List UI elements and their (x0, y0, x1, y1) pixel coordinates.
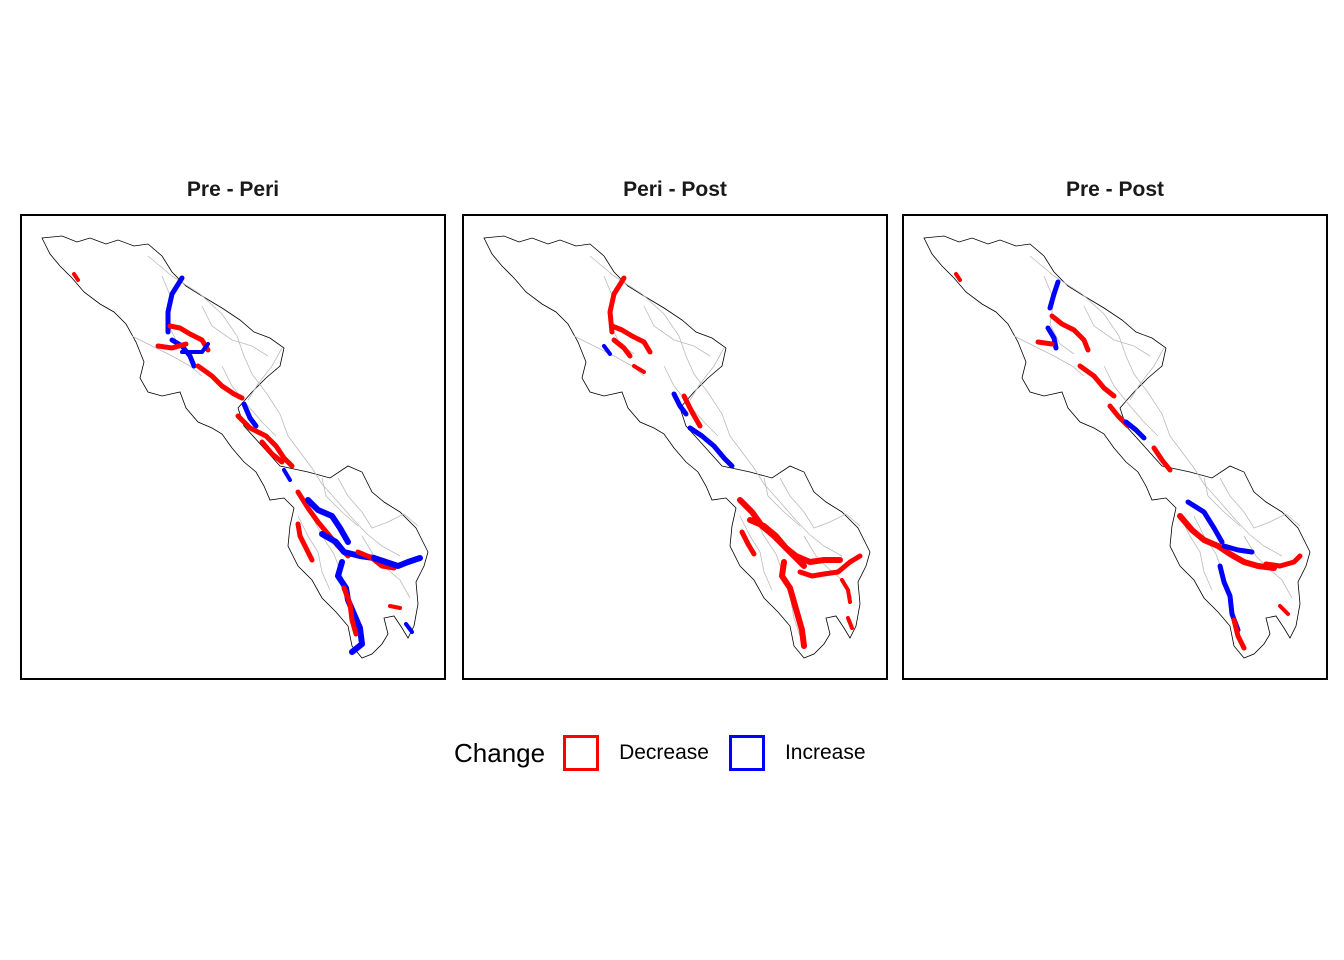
decrease-segment (797, 553, 863, 579)
decrease-segment (388, 604, 402, 610)
river-line (643, 305, 711, 357)
river-line (131, 335, 203, 377)
increase-segment (282, 468, 292, 482)
decrease-segment (1035, 339, 1055, 347)
decrease-segment (155, 341, 189, 351)
decrease-segment (609, 323, 653, 355)
legend-key-decrease (563, 735, 600, 771)
increase-segment (371, 555, 423, 569)
decrease-segment (1049, 313, 1091, 353)
panel-title-pre-post: Pre - Post (1065, 178, 1165, 201)
increase-segment (602, 344, 612, 356)
river-line (1203, 477, 1241, 527)
decrease-segment (1231, 617, 1247, 651)
increase-segment (241, 401, 259, 429)
river-line (1103, 365, 1159, 437)
decrease-segment (954, 272, 962, 282)
river-line (589, 255, 843, 557)
legend-label-increase: Increase (784, 741, 866, 764)
increase-segment (305, 497, 351, 545)
map-peri-post (483, 235, 871, 659)
decrease-segment (846, 616, 854, 630)
increase-segment (180, 342, 210, 354)
decrease-segment (167, 323, 211, 353)
map-panel-pre-peri (20, 214, 446, 680)
decrease-segment (747, 517, 843, 565)
river-line (1129, 347, 1165, 401)
river-line (337, 477, 419, 529)
decrease-segment (739, 529, 757, 557)
decrease-segment (259, 439, 285, 465)
map-panel-pre-post (902, 214, 1328, 680)
river-line (321, 477, 359, 527)
river-line (1083, 305, 1151, 357)
river-line (1013, 335, 1085, 377)
river-line (201, 305, 269, 357)
increase-segment (1123, 419, 1147, 441)
increase-segment (1045, 325, 1059, 351)
river-line (1043, 275, 1075, 355)
panel-title-peri-post: Peri - Post (623, 178, 727, 201)
legend-key-increase (728, 735, 765, 771)
decrease-segment (1077, 363, 1117, 399)
increase-segment (1221, 543, 1255, 555)
decrease-segment (1177, 513, 1277, 571)
river-line (689, 347, 725, 401)
panel-title-pre-peri: Pre - Peri (186, 178, 280, 201)
decrease-segment (611, 337, 633, 359)
decrease-segment (235, 413, 295, 469)
river-line (1219, 477, 1301, 529)
river-line (779, 477, 861, 529)
river-line (147, 255, 401, 557)
basin-boundary (483, 235, 871, 659)
river-line (1029, 255, 1283, 557)
river-line (739, 515, 773, 591)
legend-title: Change (454, 737, 546, 768)
decrease-segment (1263, 553, 1303, 569)
decrease-segment (1151, 445, 1173, 473)
decrease-segment (195, 363, 245, 401)
legend-label-decrease: Decrease (619, 741, 709, 764)
increase-segment (687, 425, 735, 469)
increase-segment (1047, 279, 1061, 311)
decrease-segment (681, 393, 703, 429)
decrease-segment (607, 275, 627, 335)
river-line (221, 365, 277, 437)
legend: Change Decrease Increase (454, 730, 886, 776)
increase-segment (404, 622, 414, 634)
decrease-segment (779, 559, 807, 649)
basin-boundary (41, 235, 429, 659)
map-pre-peri (41, 235, 429, 659)
decrease-segment (295, 521, 315, 563)
map-pre-post (923, 235, 1311, 659)
river-line (247, 347, 283, 401)
river-line (297, 515, 331, 591)
increase-segment (671, 391, 689, 417)
decrease-segment (341, 585, 359, 637)
decrease-segment (632, 364, 646, 374)
decrease-segment (840, 578, 852, 604)
decrease-segment (1278, 604, 1290, 616)
river-line (1179, 515, 1213, 591)
decrease-segment (72, 272, 80, 282)
increase-segment (165, 275, 185, 335)
map-panel-peri-post (462, 214, 888, 680)
increase-segment (1185, 499, 1225, 545)
basin-boundary (923, 235, 1311, 659)
river-line (763, 477, 801, 527)
